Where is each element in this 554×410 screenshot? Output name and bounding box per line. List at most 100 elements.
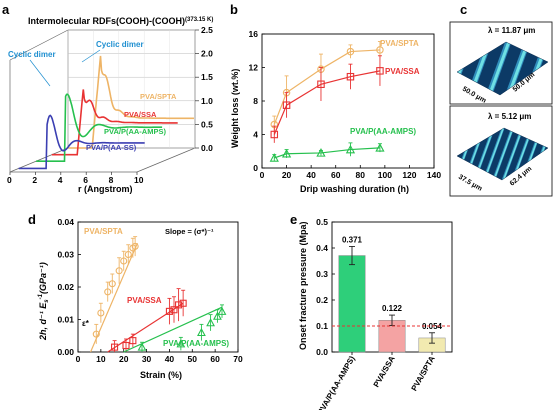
rdf-curve-spta: [68, 55, 194, 149]
panel-d: d 0 10 20 30 40 50 60 70 0.00 0.01 0.02 0.03 0.04 St…: [28, 212, 243, 380]
panel-a-xlabel: r (Angstrom): [78, 184, 133, 194]
panel-d-point-aamps: [206, 318, 215, 327]
panel-d-point-ssa: [129, 337, 137, 345]
cyclic-dimer-pointer-left: [29, 59, 51, 87]
panel-d-fit-spta: [90, 242, 138, 353]
panel-b-point-ssa: [346, 72, 355, 81]
panel-b-line-spta: [273, 49, 380, 125]
panel-e-ytick-label: 0.4: [316, 243, 328, 253]
panel-b-point-aamps: [375, 143, 385, 152]
panel-b-ytick-label: 0: [253, 163, 258, 173]
panel-e-bars: 0.371PVA/P(AA-AMPS)0.122PVA/SSA0.054PVA/…: [316, 235, 452, 410]
panel-b-xtick-label: 60: [331, 170, 341, 180]
panel-d-point-ssa: [170, 306, 178, 314]
afm-top-lambda: λ = 11.87 μm: [488, 26, 535, 35]
panel-d-point-spta: [108, 280, 116, 288]
panel-d-point-spta: [104, 288, 112, 296]
panel-d-xtick-label: 0: [76, 354, 81, 364]
legend-a-aamps: PVA/P(AA-AMPS): [104, 127, 166, 136]
panel-b-ytick-label: 8: [253, 96, 258, 106]
panel-d-xtick-label: 10: [96, 354, 106, 364]
panel-b-xtick-label: 100: [378, 170, 392, 180]
panel-b-ytick-label: 16: [249, 29, 259, 39]
panel-a-xtick-label: 8: [109, 175, 114, 185]
panel-d-xtick-label: 20: [119, 354, 129, 364]
panel-d-ytick-label: 0.01: [57, 315, 74, 325]
panel-d-ylabel: 2h, d⁻¹ Es-1(GPa⁻¹): [38, 262, 50, 341]
panel-d-series: [90, 236, 227, 353]
legend-a-aass: PVA/P(AA-SS): [86, 143, 137, 152]
panel-d-point-ssa: [111, 343, 119, 351]
bar-value-label: 0.371: [342, 235, 363, 244]
panel-e-ytick-label: 0.2: [316, 295, 328, 305]
panel-d-xtick-label: 50: [188, 354, 198, 364]
panel-d-ytick-label: 0.00: [57, 347, 74, 357]
afm-top-surface: [456, 41, 549, 96]
panel-b-xlabel: Drip washing duration (h): [300, 184, 409, 194]
panel-a-ztick-label: 2.0: [201, 49, 213, 59]
rdf-curve-ssa: [51, 89, 178, 156]
legend-d-aamps: PVA/P(AA-AMPS): [163, 339, 229, 348]
panel-d-point-spta: [92, 330, 100, 338]
panel-a-z-ticks: 0.0 0.5 1.0 1.5 2.0 2.5: [195, 25, 213, 153]
panel-d-point-aamps: [137, 342, 147, 351]
panel-b-series: [269, 41, 385, 162]
panel-b-point-ssa: [270, 130, 279, 139]
panel-e-letter: e: [290, 212, 297, 227]
panel-a-ztick-label: 0.0: [201, 143, 213, 153]
panel-b-letter: b: [230, 2, 238, 17]
legend-d-ssa: PVA/SSA: [127, 296, 162, 305]
panel-d-xtick-label: 70: [233, 354, 243, 364]
panel-b-point-ssa: [282, 101, 291, 109]
panel-a-letter: a: [2, 2, 10, 17]
panel-b-xtick-label: 120: [402, 170, 416, 180]
panel-b-point-ssa: [376, 67, 384, 75]
cyclic-dimer-pointer-right: [81, 49, 101, 63]
panel-b-point-aamps: [345, 144, 356, 154]
panel-d-xtick-label: 40: [165, 354, 175, 364]
rdf-curve-aass: [18, 114, 145, 170]
panel-d-point-spta: [131, 242, 139, 250]
panel-b-point-aamps: [316, 148, 326, 157]
panel-d-point-aamps: [213, 311, 222, 320]
panel-a-ztick-label: 1.0: [201, 96, 213, 106]
afm-bottom-surface: [456, 127, 549, 181]
panel-b-point-spta: [376, 46, 384, 54]
panel-d-ytick-label: 0.02: [57, 282, 74, 292]
afm-bottom-lambda: λ = 5.12 μm: [488, 112, 531, 121]
panel-e-ytick-label: 0.3: [316, 269, 328, 279]
panel-a-x-ticks: 0 2 4 6 8 10: [7, 172, 144, 185]
panel-d-xlabel: Strain (%): [140, 370, 182, 380]
panel-b-xtick-label: 40: [306, 170, 316, 180]
panel-a-xtick-label: 6: [83, 175, 88, 185]
epsilon-star-label: ε*: [82, 319, 90, 328]
panel-a-xtick-label: 10: [134, 175, 144, 185]
panel-a-xtick-label: 2: [32, 175, 37, 185]
panel-d-xtick-label: 60: [210, 354, 220, 364]
rdf-curve-aamps: [36, 93, 163, 162]
panel-d-ytick-label: 0.03: [57, 250, 74, 260]
panel-e-ytick-label: 0.0: [316, 347, 328, 357]
panel-b-ytick-label: 4: [253, 130, 258, 140]
legend-a-ssa: PVA/SSA: [124, 110, 157, 119]
panel-a-title: Intermolecular RDFs(COOH)-(COOH)(373.15 …: [28, 16, 213, 26]
category-label: PVA/SSA: [372, 354, 397, 389]
panel-a-ztick-label: 0.5: [201, 119, 213, 129]
panel-d-point-aamps: [176, 339, 186, 348]
panel-b-point-ssa: [317, 80, 325, 89]
panel-d-point-spta: [115, 267, 123, 275]
panel-d-point-spta: [97, 309, 105, 317]
panel-d-ticks: 0 10 20 30 40 50 60 70 0.00 0.01 0.02 0.03 0.04: [57, 217, 243, 364]
panel-b-point-spta: [346, 47, 355, 56]
panel-d-slope-annotation: Slope = (σ*)⁻¹: [165, 227, 214, 236]
panel-c-letter: c: [460, 2, 467, 17]
legend-b-spta: PVA/SPTA: [380, 39, 419, 48]
panel-b: b 0 20 40 60 80 100 120 140 0 4 8 12 16 Drip washing…: [230, 2, 441, 194]
panel-b-xtick-label: 20: [282, 170, 292, 180]
cyclic-dimer-label-right: Cyclic dimer: [96, 40, 144, 49]
cyclic-dimer-label-left: Cyclic dimer: [8, 50, 56, 59]
panel-e-ytick-label: 0.5: [316, 217, 328, 227]
panel-a-ztick-label: 2.5: [201, 25, 213, 35]
panel-a-xtick-label: 4: [58, 175, 63, 185]
